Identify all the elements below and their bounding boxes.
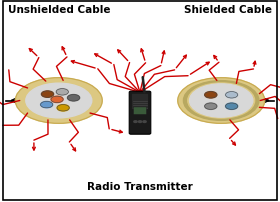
Text: Shielded Cable: Shielded Cable [184,5,272,15]
Ellipse shape [190,84,253,118]
Ellipse shape [15,78,102,124]
Text: Unshielded Cable: Unshielded Cable [8,5,111,15]
Ellipse shape [41,102,53,108]
FancyBboxPatch shape [129,92,151,135]
Ellipse shape [226,103,238,110]
Ellipse shape [178,78,265,124]
Ellipse shape [134,121,137,123]
Ellipse shape [41,92,53,98]
Ellipse shape [57,105,69,112]
Ellipse shape [67,95,80,101]
Ellipse shape [183,81,259,121]
FancyBboxPatch shape [132,94,148,110]
Ellipse shape [226,92,238,99]
FancyBboxPatch shape [134,107,146,115]
Ellipse shape [205,92,217,99]
Ellipse shape [143,121,146,123]
Ellipse shape [51,97,63,103]
Ellipse shape [138,121,142,123]
Text: Radio Transmitter: Radio Transmitter [87,181,193,191]
Ellipse shape [56,89,68,96]
Ellipse shape [26,84,92,118]
Ellipse shape [205,103,217,110]
Ellipse shape [188,83,255,119]
